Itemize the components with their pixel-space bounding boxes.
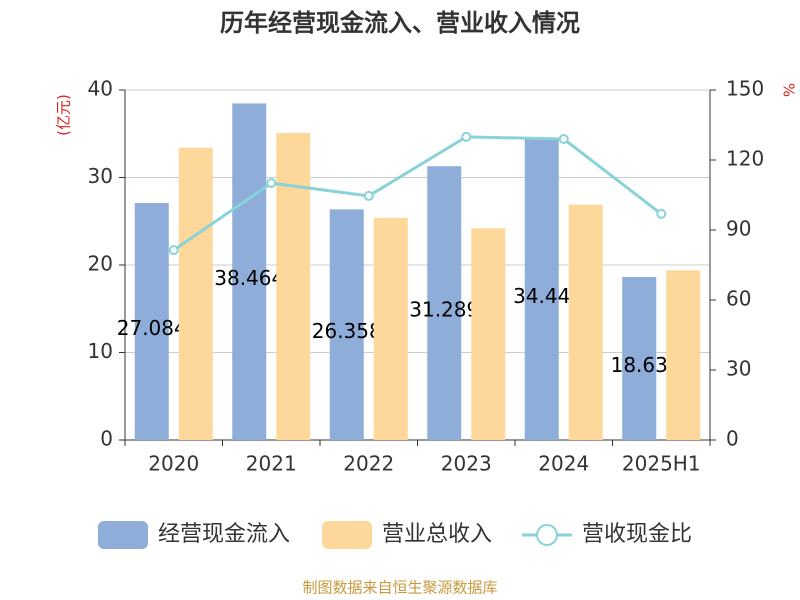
x-tick-label: 2021 xyxy=(246,452,297,476)
bar xyxy=(524,138,559,440)
x-tick-label: 2024 xyxy=(538,452,589,476)
bar xyxy=(622,276,657,440)
y-tick-label: 0 xyxy=(100,427,113,451)
line xyxy=(172,135,663,252)
source-note: 制图数据来自恒生聚源数据库 xyxy=(302,579,497,597)
data-label: 26.358 xyxy=(312,319,382,343)
line-point xyxy=(168,245,179,256)
y-tick-label: 10 xyxy=(88,339,113,363)
y2-tick-label: 30 xyxy=(726,357,751,381)
y-axis-label: (亿元) xyxy=(55,94,73,136)
y-tick-label: 30 xyxy=(88,164,113,188)
y2-tick-label: 120 xyxy=(726,147,764,171)
legend-swatch xyxy=(98,521,148,549)
bar xyxy=(373,217,408,440)
line-point xyxy=(266,178,277,189)
x-tick-label: 2023 xyxy=(441,452,492,476)
data-label: 38.464 xyxy=(214,266,284,290)
legend-label: 营业总收入 xyxy=(382,522,492,547)
line-point xyxy=(558,134,569,144)
legend-label: 营收现金比 xyxy=(582,522,692,547)
bar xyxy=(568,204,603,440)
data-label: 27.084 xyxy=(117,316,187,340)
bar xyxy=(471,228,506,440)
legend-swatch xyxy=(322,521,372,549)
line-point xyxy=(461,131,472,142)
bar xyxy=(134,203,169,440)
bar xyxy=(232,103,267,440)
legend-label: 经营现金流入 xyxy=(158,522,290,547)
y2-tick-label: 150 xyxy=(726,77,764,101)
y2-tick-label: 60 xyxy=(726,287,751,311)
data-label: 18.63 xyxy=(611,353,668,377)
line-point xyxy=(363,190,374,201)
bar xyxy=(666,270,701,440)
x-tick-label: 2025H1 xyxy=(622,452,701,476)
x-tick-label: 2022 xyxy=(343,452,394,476)
bar xyxy=(276,132,311,440)
chart-title: 历年经营现金流入、营业收入情况 xyxy=(220,9,580,37)
bar xyxy=(329,209,364,440)
y2-axis-label: % xyxy=(780,83,798,97)
data-label: 31.289 xyxy=(409,298,479,322)
line-point xyxy=(656,208,667,219)
y-tick-label: 40 xyxy=(88,77,113,101)
data-label: 34.44 xyxy=(513,284,570,308)
y-tick-label: 20 xyxy=(88,252,113,276)
bar xyxy=(427,166,462,440)
x-tick-label: 2020 xyxy=(148,452,199,476)
y2-tick-label: 0 xyxy=(726,427,739,451)
bar xyxy=(178,147,213,440)
legend-marker xyxy=(536,524,558,546)
y2-tick-label: 90 xyxy=(726,217,751,241)
